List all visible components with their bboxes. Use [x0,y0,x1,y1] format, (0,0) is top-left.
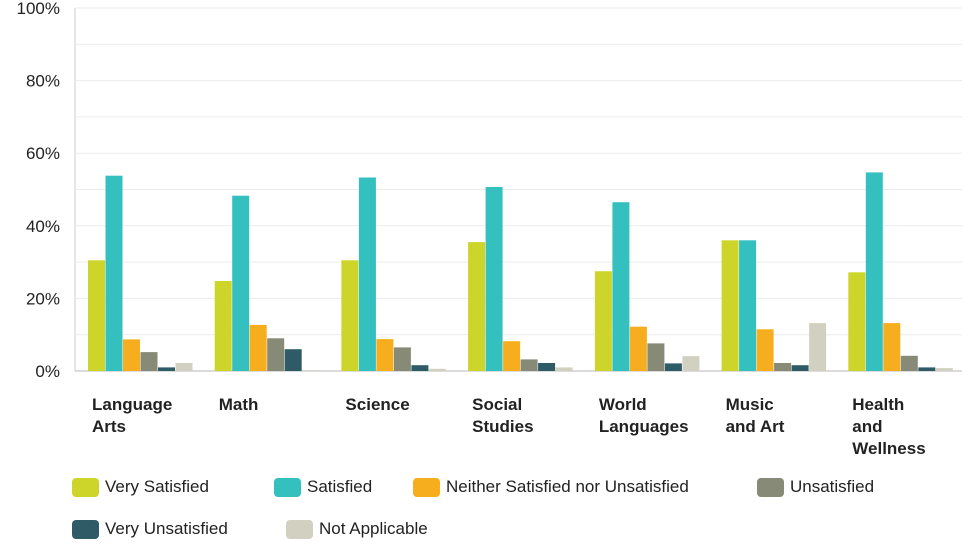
bar [88,260,105,371]
bar [393,347,411,371]
y-axis: 0% 20% 40% 60% 80% 100% [17,0,60,381]
bar [809,323,827,371]
x-axis: Language Arts Math Science Social Studies Worl… [92,395,926,458]
bar [341,260,359,371]
y-tick-label: 100% [17,0,60,18]
y-tick-label: 20% [26,289,60,308]
x-category-label: Social Studies [472,395,533,436]
bar [428,368,446,371]
bar [284,349,302,371]
bar [468,242,486,371]
bar [214,281,232,371]
bar [629,326,647,371]
y-tick-label: 0% [35,362,60,381]
x-category-label: World Languages [599,395,689,436]
bar [503,341,521,371]
bar [302,370,320,371]
bar [123,339,140,371]
bars [88,172,953,371]
bar [791,365,809,371]
bar [105,175,123,371]
bar [664,363,682,371]
bar [774,363,792,371]
x-category-label: Music and Art [726,395,785,436]
bar [249,324,267,371]
bar [935,368,953,371]
bar [883,323,901,371]
bar [232,195,250,371]
bar [865,172,883,371]
bar [267,338,285,371]
bar [682,356,700,371]
bar [358,177,376,371]
bar [739,240,757,371]
bar [918,367,936,371]
x-category-label: Math [219,395,259,414]
bar [848,272,866,371]
x-category-label: Language Arts [92,395,172,436]
y-tick-label: 60% [26,144,60,163]
bar [647,343,665,371]
bar [756,329,774,371]
y-tick-label: 40% [26,217,60,236]
gridlines [74,7,962,372]
bar [721,240,739,371]
bar [158,367,175,371]
bar [376,339,394,371]
bar [900,355,918,371]
bar [411,365,429,371]
bar [594,271,612,371]
bar [175,363,193,371]
bar [485,187,503,371]
bar [612,202,630,371]
x-category-label: Science [345,395,409,414]
y-tick-label: 80% [26,72,60,91]
bar [140,352,158,371]
x-category-label: Health and Wellness [852,395,925,458]
bar [520,359,538,371]
bar [555,367,573,371]
bar [538,363,556,371]
